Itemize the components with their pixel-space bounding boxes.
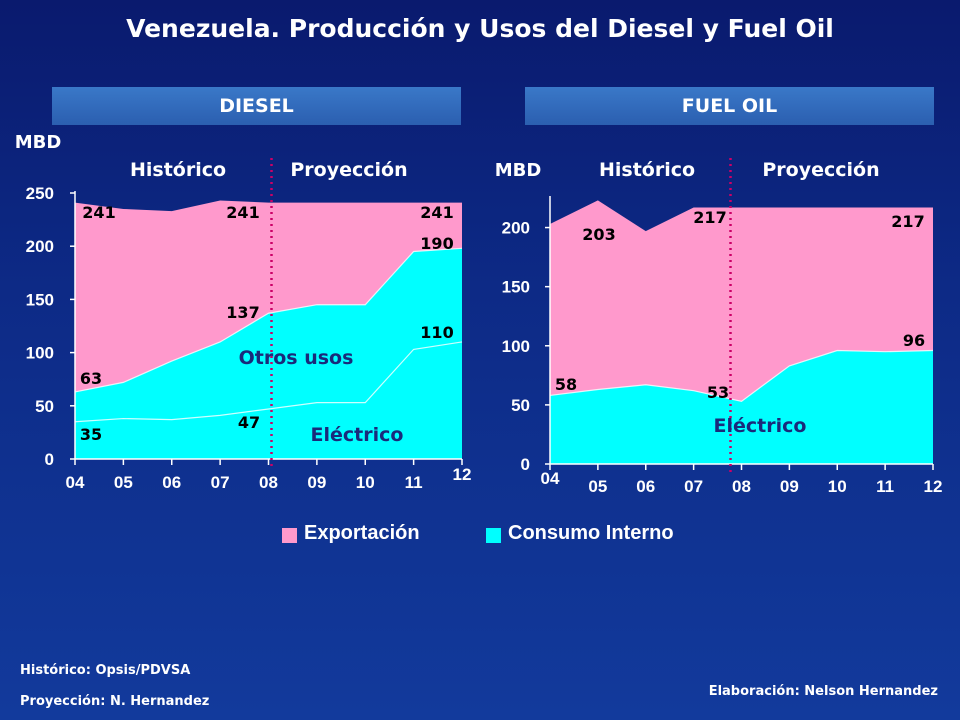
- diesel-annotation-otros-usos: Otros usos: [239, 347, 354, 369]
- fuel-oil-x-tick-label: 11: [876, 477, 894, 496]
- diesel-data-label: 190: [420, 234, 453, 253]
- diesel-historic-label: Histórico: [130, 159, 226, 181]
- diesel-x-tick-label: 05: [114, 473, 133, 492]
- fuel-oil-y-tick-label: 0: [521, 455, 530, 474]
- fuel-oil-x-tick-label: 12: [924, 477, 943, 496]
- fuel-oil-x-tick-label: 07: [684, 477, 703, 496]
- fuel-oil-data-label: 58: [555, 375, 577, 394]
- fuel-oil-x-tick-label: 06: [636, 477, 655, 496]
- fuel-oil-data-label: 203: [582, 225, 615, 244]
- diesel-x-tick-label: 10: [356, 473, 375, 492]
- diesel-x-tick-label: 07: [211, 473, 230, 492]
- fuel-oil-annotation-electrico: Eléctrico: [714, 415, 807, 437]
- diesel-annotation-electrico: Eléctrico: [311, 424, 404, 446]
- fuel-oil-x-tick-label: 09: [780, 477, 799, 496]
- fuel-oil-x-tick-label: 05: [588, 477, 607, 496]
- diesel-x-tick-label: 11: [405, 473, 423, 492]
- fuel-oil-y-tick-label: 50: [511, 396, 530, 415]
- footer-source-historic: Histórico: Opsis/PDVSA: [20, 663, 191, 678]
- diesel-y-tick-label: 150: [26, 290, 54, 309]
- fuel-oil-x-tick-label: 10: [828, 477, 847, 496]
- diesel-x-tick-label: 08: [259, 473, 278, 492]
- diesel-data-label: 47: [238, 413, 260, 432]
- fuel-oil-historic-label: Histórico: [599, 159, 695, 181]
- diesel-x-tick-label: 12: [453, 465, 472, 484]
- fuel-oil-series-line-0: [549, 349, 934, 402]
- panel-title-fuel-oil: FUEL OIL: [525, 87, 934, 125]
- footer-author: Elaboración: Nelson Hernandez: [708, 684, 938, 699]
- diesel-projection-label: Proyección: [290, 159, 407, 181]
- diesel-data-label: 63: [80, 369, 102, 388]
- diesel-y-tick-label: 50: [35, 397, 54, 416]
- fuel-oil-y-tick-label: 100: [502, 337, 530, 356]
- legend-swatch-export: [282, 528, 297, 543]
- diesel-series-line-0: [74, 247, 463, 393]
- fuel-oil-y-tick-label: 150: [502, 278, 530, 297]
- diesel-data-label: 241: [226, 203, 259, 222]
- diesel-area-el-ctrico: [75, 341, 462, 459]
- legend-label-export: Exportación: [304, 522, 420, 544]
- diesel-series-line-1: [74, 341, 463, 423]
- diesel-data-label: 241: [82, 203, 115, 222]
- footer-source-projection: Proyección: N. Hernandez: [20, 694, 210, 709]
- diesel-x-tick-label: 04: [66, 473, 85, 492]
- fuel-oil-x-tick-label: 08: [732, 477, 751, 496]
- fuel-oil-data-label: 217: [891, 212, 924, 231]
- fuel-oil-data-label: 217: [693, 208, 726, 227]
- diesel-y-tick-label: 0: [45, 450, 54, 469]
- diesel-data-label: 35: [80, 425, 102, 444]
- legend-swatch-internal: [486, 528, 501, 543]
- diesel-y-axis-label: MBD: [15, 132, 62, 153]
- diesel-x-tick-label: 09: [307, 473, 326, 492]
- fuel-oil-x-tick-label: 04: [541, 469, 560, 488]
- fuel-oil-y-axis-label: MBD: [495, 160, 542, 181]
- page-title: Venezuela. Producción y Usos del Diesel …: [126, 14, 834, 43]
- diesel-x-tick-label: 06: [162, 473, 181, 492]
- diesel-data-label: 241: [420, 203, 453, 222]
- fuel-oil-data-label: 53: [707, 383, 729, 402]
- diesel-data-label: 137: [226, 303, 259, 322]
- diesel-y-tick-label: 100: [26, 344, 54, 363]
- fuel-oil-y-tick-label: 200: [502, 219, 530, 238]
- fuel-oil-data-label: 96: [903, 331, 925, 350]
- diesel-y-tick-label: 250: [26, 184, 54, 203]
- fuel-oil-projection-label: Proyección: [762, 159, 879, 181]
- panel-title-diesel: DIESEL: [52, 87, 461, 125]
- diesel-y-tick-label: 200: [26, 237, 54, 256]
- fuel-oil-area-consumo-interno: [550, 350, 933, 464]
- legend-label-internal: Consumo Interno: [508, 522, 674, 544]
- diesel-data-label: 110: [420, 323, 453, 342]
